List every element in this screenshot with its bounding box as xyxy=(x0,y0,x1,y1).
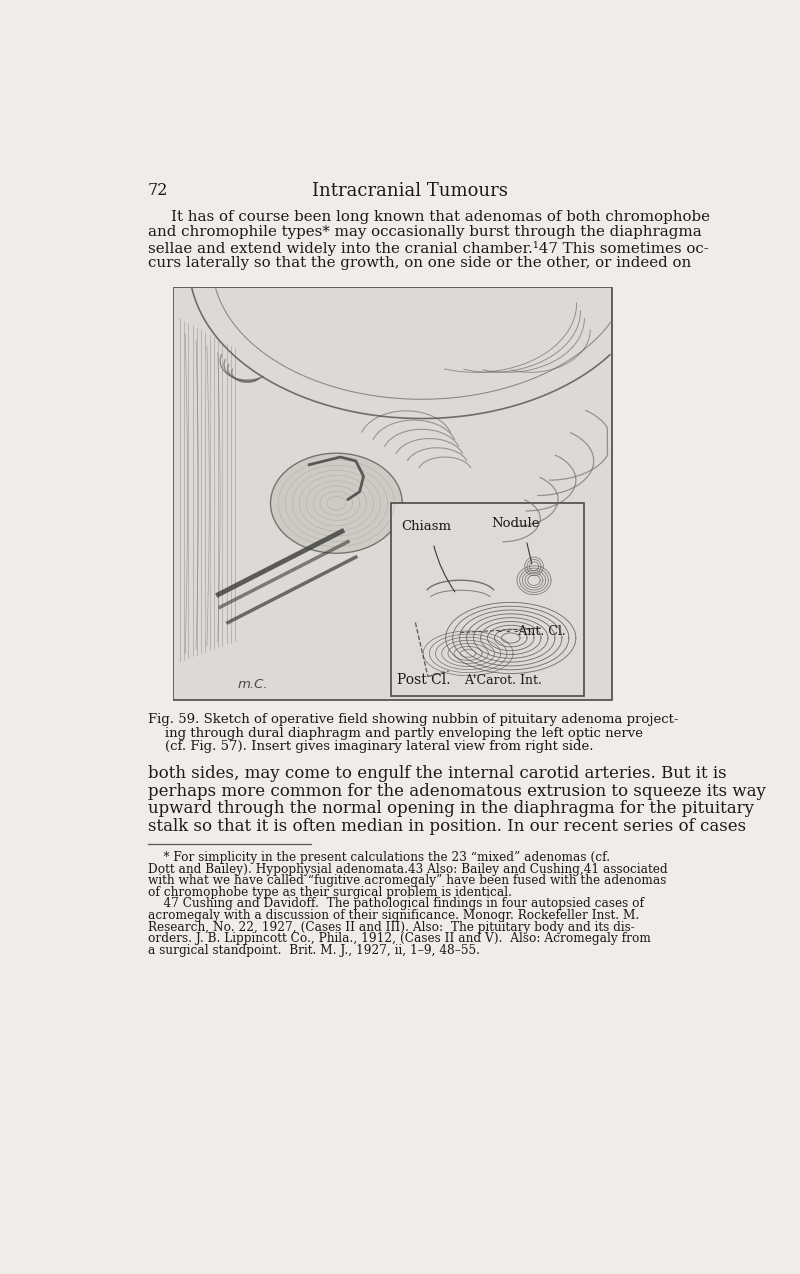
Text: curs laterally so that the growth, on one side or the other, or indeed on: curs laterally so that the growth, on on… xyxy=(148,256,691,270)
Text: * For simplicity in the present calculations the 23 “mixed” adenomas (cf.: * For simplicity in the present calculat… xyxy=(148,851,610,864)
Text: sellae and extend widely into the cranial chamber.¹47 This sometimes oc-: sellae and extend widely into the crania… xyxy=(148,241,709,256)
Text: and chromophile types* may occasionally burst through the diaphragma: and chromophile types* may occasionally … xyxy=(148,225,702,240)
Text: 47 Cushing and Davidoff.  The pathological findings in four autopsied cases of: 47 Cushing and Davidoff. The pathologica… xyxy=(148,897,644,911)
Text: 72: 72 xyxy=(148,182,169,199)
Text: m.C.: m.C. xyxy=(237,678,268,691)
Text: ing through dural diaphragm and partly enveloping the left optic nerve: ing through dural diaphragm and partly e… xyxy=(148,726,643,739)
Text: Fig. 59. Sketch of operative field showing nubbin of pituitary adenoma project-: Fig. 59. Sketch of operative field showi… xyxy=(148,713,678,726)
Text: Post Cl.: Post Cl. xyxy=(397,673,450,687)
Ellipse shape xyxy=(270,454,402,553)
Text: a surgical standpoint.  Brit. M. J., 1927, ii, 1–9, 48–55.: a surgical standpoint. Brit. M. J., 1927… xyxy=(148,944,480,957)
Text: Intracranial Tumours: Intracranial Tumours xyxy=(312,182,508,200)
Text: Research, No. 22, 1927, (Cases II and III). Also:  The pituitary body and its di: Research, No. 22, 1927, (Cases II and II… xyxy=(148,921,635,934)
Bar xyxy=(174,288,610,699)
Text: Nodule: Nodule xyxy=(491,517,540,530)
Text: Chiasm: Chiasm xyxy=(402,520,451,534)
Bar xyxy=(390,503,584,696)
Text: stalk so that it is often median in position. In our recent series of cases: stalk so that it is often median in posi… xyxy=(148,818,746,836)
Text: It has of course been long known that adenomas of both chromophobe: It has of course been long known that ad… xyxy=(171,210,710,224)
Text: with what we have called “fugitive acromegaly” have been fused with the adenomas: with what we have called “fugitive acrom… xyxy=(148,874,666,888)
Text: Dott and Bailey). Hypophysial adenomata.43 Also: Bailey and Cushing,41 associate: Dott and Bailey). Hypophysial adenomata.… xyxy=(148,862,668,875)
Text: upward through the normal opening in the diaphragma for the pituitary: upward through the normal opening in the… xyxy=(148,800,754,818)
Text: orders. J. B. Lippincott Co., Phila., 1912, (Cases II and V).  Also: Acromegaly : orders. J. B. Lippincott Co., Phila., 19… xyxy=(148,933,651,945)
Text: (cf. Fig. 57). Insert gives imaginary lateral view from right side.: (cf. Fig. 57). Insert gives imaginary la… xyxy=(148,740,594,753)
Bar xyxy=(174,288,611,699)
Text: acromegaly with a discussion of their significance. Monogr. Rockefeller Inst. M.: acromegaly with a discussion of their si… xyxy=(148,910,639,922)
Text: of chromophobe type as their surgical problem is identical.: of chromophobe type as their surgical pr… xyxy=(148,885,512,899)
Text: A'Carot. Int.: A'Carot. Int. xyxy=(464,674,542,687)
Text: - - -Ant. Cl.: - - -Ant. Cl. xyxy=(498,624,566,638)
Text: perhaps more common for the adenomatous extrusion to squeeze its way: perhaps more common for the adenomatous … xyxy=(148,782,766,800)
Text: both sides, may come to engulf the internal carotid arteries. But it is: both sides, may come to engulf the inter… xyxy=(148,764,726,782)
